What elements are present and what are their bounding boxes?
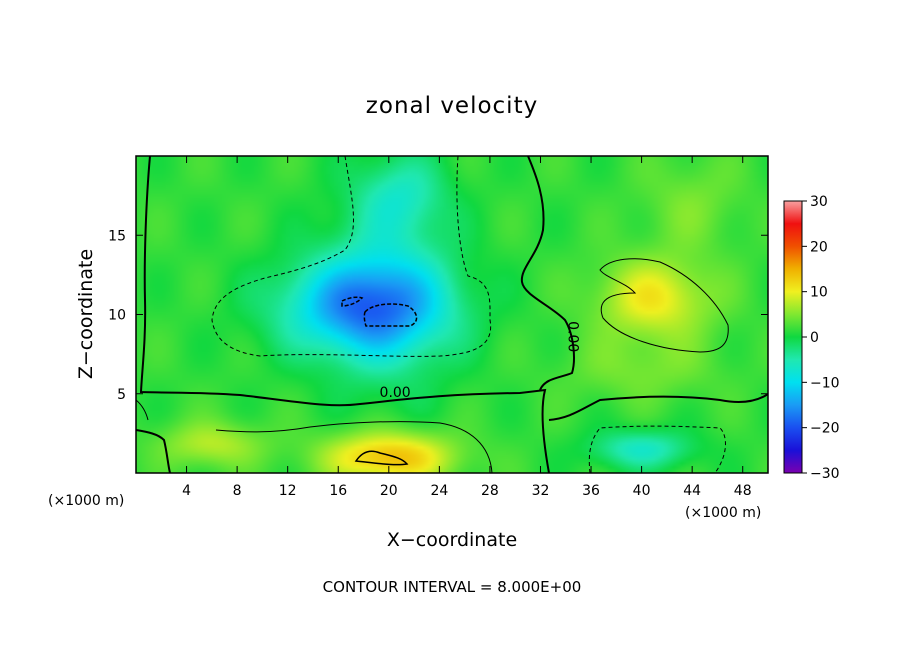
x-tick-label: 12 [279, 483, 297, 499]
y-tick-label: 5 [117, 387, 126, 403]
contour-interval-note: CONTOUR INTERVAL = 8.000E+00 [323, 578, 582, 596]
x-tick-label: 28 [481, 483, 499, 499]
x-tick-label: 8 [233, 483, 242, 499]
pos8-contour-right [599, 258, 729, 353]
chart-title: zonal velocity [366, 93, 538, 119]
zero-contour-main [139, 156, 550, 473]
pos16-contour [354, 450, 409, 466]
neg8-contour-left [211, 156, 492, 357]
y-axis-ticks: 5 10 15 [108, 228, 768, 403]
x-tick-label: 20 [380, 483, 398, 499]
colorbar-gradient [783, 200, 803, 474]
colorbar-ticks: 30 20 10 0 −10 −20 −30 [802, 194, 840, 482]
contour-label: 0.00 [380, 385, 411, 401]
x-tick-label: 4 [182, 483, 191, 499]
pos8-contour-left [136, 399, 149, 421]
neg16-contour-b [363, 303, 418, 327]
y-axis-label: Z−coordinate [75, 249, 97, 379]
zero-contour-lower [548, 393, 768, 421]
colorbar-tick-label: 30 [810, 194, 828, 210]
x-tick-label: 36 [582, 483, 600, 499]
zero-contour-upper [520, 156, 575, 391]
x-tick-label: 16 [329, 483, 347, 499]
x-unit-label-left: (×1000 m) [48, 493, 124, 509]
colorbar-tick-label: 0 [810, 330, 819, 346]
colorbar-tick-label: 20 [810, 239, 828, 255]
y-tick-label: 15 [108, 228, 126, 244]
neg16-contour-a [341, 296, 364, 307]
zero-contour-corner [136, 429, 171, 473]
colorbar-tick-label: −10 [810, 375, 840, 391]
neg8-contour-right [588, 425, 726, 473]
colorbar: 30 20 10 0 −10 −20 −30 [783, 194, 840, 482]
contour-labels: 0.00 0.00 [380, 321, 581, 401]
colorbar-tick-label: −30 [810, 466, 840, 482]
velocity-field [136, 156, 768, 473]
x-axis-label: X−coordinate [387, 529, 517, 551]
x-tick-label: 44 [683, 483, 701, 499]
x-tick-label: 32 [532, 483, 550, 499]
contour-label: 0.00 [564, 321, 580, 352]
colorbar-tick-label: 10 [810, 285, 828, 301]
colorbar-tick-label: −20 [810, 421, 840, 437]
y-tick-label: 10 [108, 308, 126, 324]
x-tick-label: 40 [633, 483, 651, 499]
x-tick-label: 24 [430, 483, 448, 499]
x-tick-label: 48 [734, 483, 752, 499]
x-axis-ticks: 4 8 12 16 20 24 28 32 36 40 44 48 [182, 156, 752, 499]
pos8-contour-bottom [215, 421, 493, 473]
x-unit-label-right: (×1000 m) [685, 505, 761, 521]
